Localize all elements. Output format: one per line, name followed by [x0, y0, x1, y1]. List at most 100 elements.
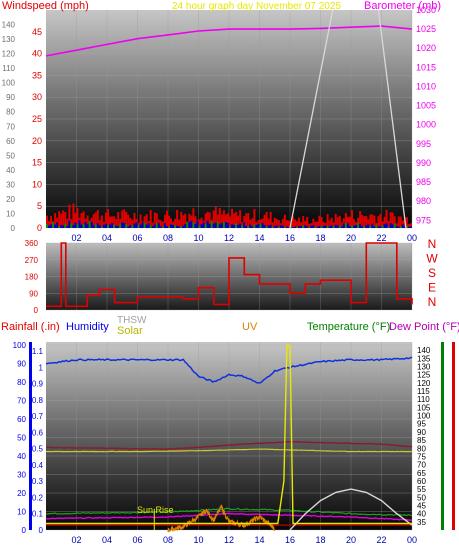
- wind-average-bar: [377, 226, 380, 228]
- top-x-axis: 02 04 06 08 10 12 14 16 18 20 22 00: [71, 233, 417, 243]
- wind-average-bar: [109, 224, 112, 228]
- wind-average-bar: [409, 226, 412, 228]
- humidity-line: [45, 356, 413, 384]
- wind-gust-bar: [369, 214, 372, 228]
- x-tick-label: 14: [254, 535, 264, 545]
- wind-gust-bar: [80, 212, 83, 228]
- x-tick-label: 02: [71, 535, 81, 545]
- barometer-tick: 1010: [416, 81, 436, 91]
- wind-average-bar: [129, 225, 132, 228]
- wind-gust-bar: [121, 210, 124, 228]
- wind-average-bar: [336, 225, 339, 228]
- wind-average-bar: [237, 224, 240, 228]
- wind-average-bar: [119, 223, 122, 228]
- solar-trace-line: [289, 9, 407, 229]
- wind-gust-bar: [194, 216, 197, 228]
- wind-gust-bar: [76, 208, 79, 228]
- wind-gust-bar: [361, 214, 364, 228]
- wind-average-bar: [115, 225, 118, 228]
- wind-gust-bar: [174, 218, 177, 228]
- wind-average-bar: [365, 225, 368, 228]
- wind-gust-bar: [96, 210, 99, 228]
- humidity-tick: 70: [17, 397, 26, 406]
- temperature-tick: 115: [417, 387, 430, 396]
- wind-average-bar: [165, 226, 168, 228]
- wind-average-bar: [379, 226, 382, 228]
- temperature-tick: 45: [417, 501, 426, 510]
- wind-average-bar: [155, 222, 158, 228]
- barometer-tick: 1020: [416, 43, 436, 53]
- rainfall-tick: 0.2: [32, 493, 44, 502]
- wind-gust-bar: [170, 218, 173, 228]
- temperature-tick: 90: [417, 428, 426, 437]
- wind-average-bar: [261, 222, 264, 228]
- wind-gust-bar: [318, 215, 321, 228]
- wind-average-bar: [290, 225, 292, 228]
- temperature-tick: 60: [417, 477, 426, 486]
- wind-gust-bar: [58, 211, 61, 228]
- wind-average-bar: [141, 222, 144, 228]
- temperature-tick: 55: [417, 485, 426, 494]
- top-grid: [46, 10, 413, 229]
- wind-average-bar: [151, 226, 154, 228]
- dewpoint-axis-bar: [452, 342, 455, 530]
- wind-average-bar: [308, 226, 311, 228]
- windspeed-kmh-tick: 0: [11, 224, 16, 233]
- wind-gust-bar: [109, 216, 112, 228]
- humidity-tick: 30: [17, 471, 26, 480]
- wind-average-bar: [247, 225, 250, 228]
- wind-average-bar: [267, 225, 270, 228]
- wind-average-bar: [407, 226, 410, 228]
- wind-average-bar: [143, 222, 146, 228]
- rainfall-tick: 1.1: [32, 347, 44, 356]
- wind-gust-bar: [379, 213, 382, 228]
- wind-gust-bar: [176, 209, 179, 228]
- x-tick-label: 02: [71, 233, 81, 243]
- rainfall-axis-label: Rainfall (.in): [1, 321, 60, 333]
- wind-average-bar: [133, 223, 136, 228]
- wind-average-bar: [340, 226, 343, 228]
- wind-gust-bar: [342, 218, 345, 228]
- wind-average-bar: [296, 226, 299, 228]
- wind-gust-bar: [407, 224, 410, 228]
- temperature-tick: 75: [417, 452, 426, 461]
- rainfall-tick: 0.3: [32, 477, 44, 486]
- wind-average-bar: [82, 224, 85, 228]
- windspeed-mph-tick: 15: [32, 158, 42, 168]
- wind-average-bar: [74, 222, 77, 228]
- wind-gust-bar: [287, 220, 290, 228]
- wind-average-bar: [346, 223, 349, 228]
- temperature-tick: 80: [417, 444, 426, 453]
- wind-average-bar: [273, 226, 276, 228]
- wind-gust-bar: [68, 204, 71, 228]
- humidity-tick: 100: [13, 341, 27, 350]
- wind-average-bar: [285, 226, 288, 228]
- humidity-axis-label: Humidity: [66, 321, 109, 333]
- windspeed-kmh-tick: 90: [6, 93, 15, 102]
- windspeed-kmh-tick: 50: [6, 151, 15, 160]
- wind-gust-bar: [326, 214, 329, 228]
- wind-average-bar: [54, 224, 57, 228]
- wind-gust-bar: [251, 218, 254, 228]
- wind-gust-bar: [206, 211, 209, 228]
- wind-average-bar: [399, 225, 402, 228]
- barometer-tick: 990: [416, 158, 431, 168]
- x-tick-label: 08: [163, 233, 173, 243]
- barometer-tick: 1005: [416, 101, 436, 111]
- windspeed-kmh-tick: 10: [6, 209, 15, 218]
- wind-gust-bar: [365, 215, 368, 228]
- wind-average-bar: [147, 223, 150, 228]
- wind-average-bar: [314, 226, 317, 228]
- wind-gust-bar: [283, 214, 286, 228]
- bottom-grid: [29, 342, 455, 531]
- wind-average-bar: [52, 222, 55, 228]
- wind-gust-bar: [387, 220, 390, 228]
- wind-average-bar: [357, 222, 360, 228]
- rainfall-tick: 1: [39, 363, 44, 372]
- low-dewpoint-trace: [45, 512, 413, 522]
- wind-average-bar: [84, 221, 87, 228]
- wind-average-bar: [316, 226, 319, 228]
- wind-gust-bar: [351, 209, 353, 228]
- wind-average-bar: [70, 223, 73, 228]
- wind-gust-bar: [302, 216, 305, 228]
